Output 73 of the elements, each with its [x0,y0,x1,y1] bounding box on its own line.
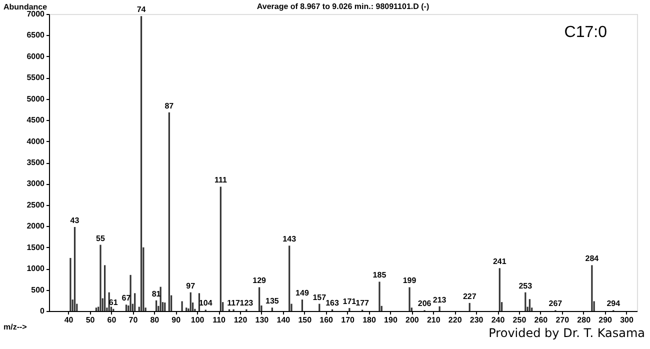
annotation: 135 [266,296,280,306]
annotation: 185 [372,270,387,280]
annotation: C17:0 [564,24,608,41]
x-tick-label: 80 [150,316,160,324]
y-tick-label: 2000 [26,222,46,231]
annotation: 267 [548,299,563,308]
annotation: 227 [462,292,477,301]
x-tick-label: 150 [298,316,312,324]
annotation: 163 [326,298,340,308]
x-tick-label: 260 [534,316,548,324]
x-tick-label: 230 [470,316,484,324]
x-tick-label: 200 [405,316,420,324]
x-tick-label: 220 [448,316,462,324]
annotation: 123 [240,298,254,308]
chart-title: Average of 8.967 to 9.026 min.: 98091101.D (-) [256,2,430,11]
y-tick-label: 4500 [26,116,46,125]
annotation: 241 [492,257,507,266]
annotation: 74 [136,5,146,14]
x-tick-label: 190 [384,316,398,324]
annotation: 177 [356,298,370,308]
annotation: 55 [96,234,106,243]
y-tick-label: 6500 [26,30,46,40]
y-tick-label: 3000 [26,179,46,188]
annotation: 87 [164,101,174,110]
y-tick-label: 5500 [26,73,46,82]
y-tick-label: 1500 [26,242,46,252]
x-tick-label: 110 [212,316,226,324]
x-tick-label: 170 [341,316,356,324]
x-tick-label: 90 [172,316,182,324]
x-tick-label: 130 [255,316,270,324]
x-tick-label: 100 [190,316,205,324]
x-tick-label: 210 [426,316,441,324]
annotation: 171 [342,297,357,306]
x-tick-label: 120 [234,316,248,324]
x-tick-label: 300 [620,316,634,324]
x-tick-label: 70 [128,316,138,324]
x-tick-label: 290 [598,316,613,324]
x-tick-label: 280 [577,316,592,324]
y-tick-label: 1000 [26,264,46,274]
x-tick-label: 160 [320,316,334,324]
y-tick-label: 2500 [26,200,46,210]
x-tick-label: 50 [86,316,96,324]
text: Provided by Dr. T. Kasama [488,326,645,340]
annotation: 253 [518,281,533,290]
annotation: 213 [432,295,447,304]
y-tick-label: 4000 [26,136,46,146]
y-tick-label: 5000 [26,94,46,104]
annotation: 206 [418,299,432,308]
y-tick-label: 3500 [26,158,46,167]
x-tick-label: 250 [512,316,527,324]
annotation: 111 [214,176,228,185]
annotation: 97 [186,281,196,290]
x-tick-label: 180 [362,316,376,324]
x-axis-title: m/z--> [4,322,28,332]
annotation: 149 [296,288,310,298]
annotation: 117 [227,298,241,308]
annotation: 284 [585,254,600,264]
x-tick-label: 40 [64,316,74,324]
annotation: 143 [282,234,297,244]
y-tick-label: 0 [40,306,46,316]
x-tick-label: 240 [491,316,506,324]
y-tick-label: 6000 [26,52,46,61]
y-axis-title: Abundance [4,2,48,12]
annotation: 294 [606,299,621,308]
annotation: 157 [312,292,327,302]
annotation: 199 [402,276,417,286]
y-tick-label: 500 [31,285,46,294]
annotation: 129 [252,276,267,286]
annotation: 43 [70,216,80,225]
x-tick-label: 60 [107,316,117,324]
y-tick-label: 7000 [26,10,46,18]
x-tick-label: 270 [556,316,570,324]
x-tick-label: 140 [276,316,291,324]
